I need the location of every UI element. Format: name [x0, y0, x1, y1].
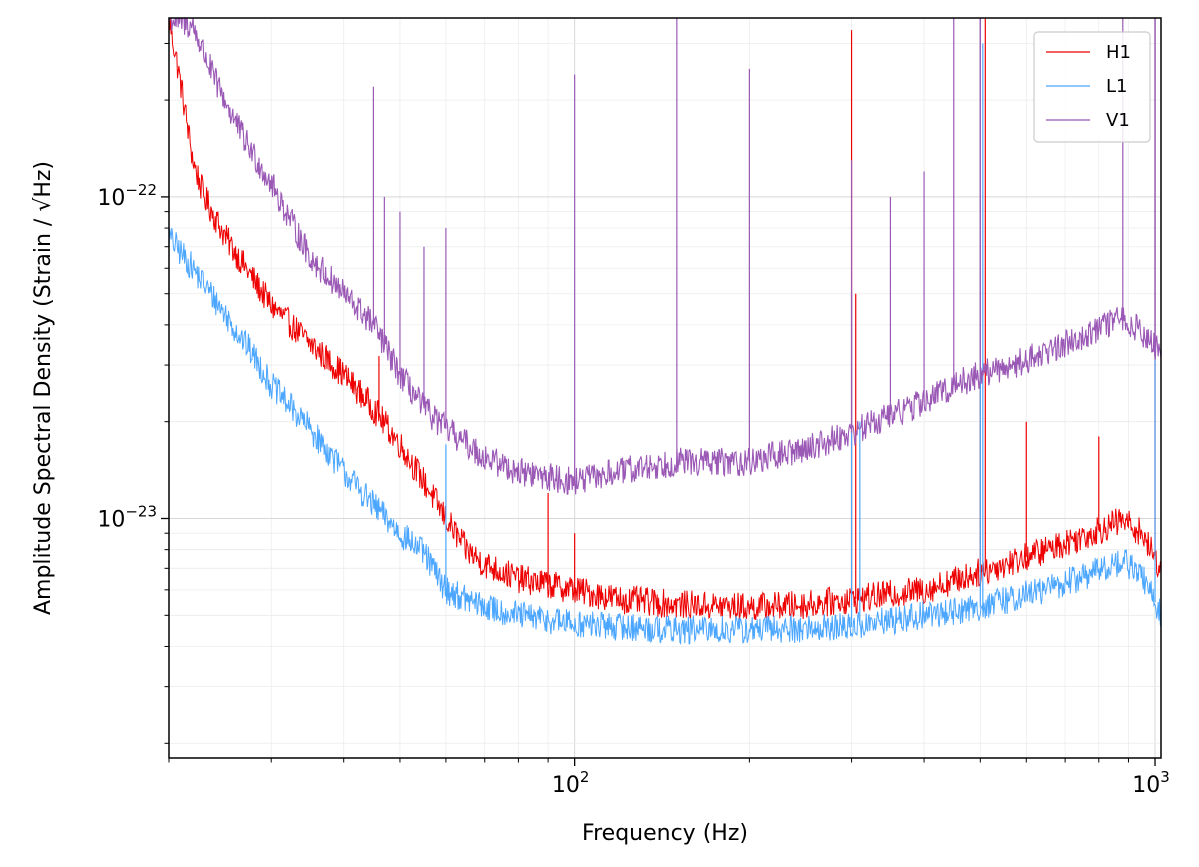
- legend-label-l1: L1: [1106, 76, 1127, 97]
- ticks: 102 103 10−23 10−22: [97, 42, 1170, 798]
- y-tick-label: 10−23: [97, 502, 157, 532]
- x-tick-label: 102: [552, 768, 590, 798]
- series-line-l1: [169, 227, 1161, 645]
- x-tick-label: 103: [1132, 768, 1170, 798]
- series-line-h1: [169, 18, 1161, 621]
- series-layer: [169, 18, 1161, 645]
- series-line-v1: [169, 18, 1161, 495]
- plot-frame: [168, 17, 1162, 759]
- x-axis-label: Frequency (Hz): [582, 821, 748, 846]
- legend-label-h1: H1: [1106, 42, 1131, 63]
- legend-label-v1: V1: [1106, 110, 1130, 131]
- legend-box: [1033, 31, 1151, 143]
- y-tick-label: 10−22: [97, 181, 157, 211]
- legend: H1 L1 V1: [1033, 31, 1151, 143]
- y-axis-label: Amplitude Spectral Density (Strain / √Hz…: [31, 161, 56, 615]
